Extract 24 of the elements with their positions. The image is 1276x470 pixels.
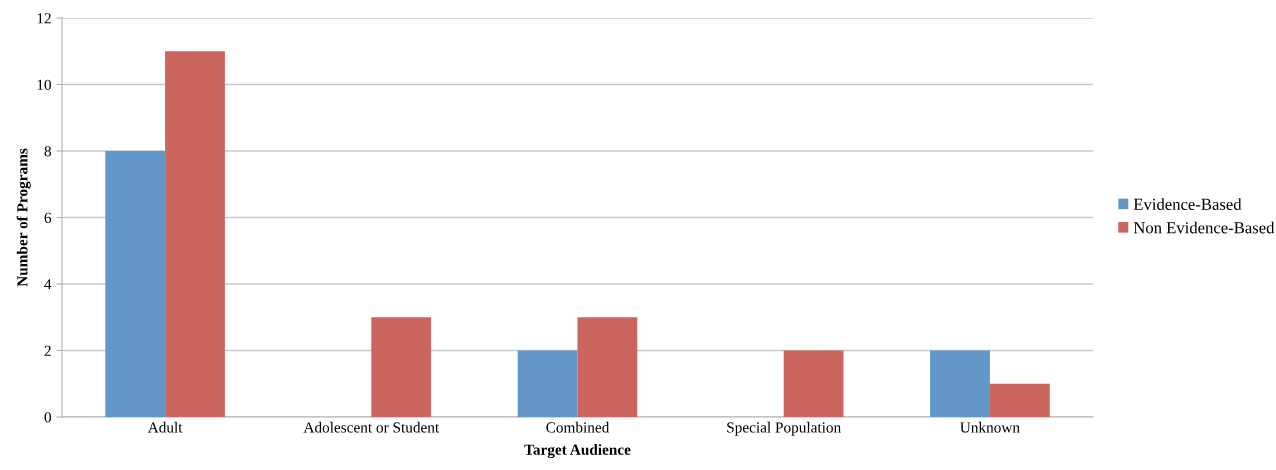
y-tick-label: 12	[37, 13, 51, 24]
y-tick-label: 0	[44, 412, 51, 423]
bar	[371, 317, 432, 417]
y-axis-title: Number of Programs	[16, 148, 31, 287]
y-tick-label: 2	[44, 345, 51, 356]
bar	[105, 151, 166, 417]
x-tick-label: Adolescent or Student	[303, 421, 440, 433]
y-tick-label: 8	[44, 146, 51, 157]
y-tick-label: 10	[37, 79, 51, 90]
x-tick-label: Special Population	[727, 421, 841, 436]
bar	[930, 350, 990, 417]
y-tick-label: 6	[44, 212, 52, 223]
legend-label: Evidence-Based	[1133, 198, 1242, 210]
legend-label: Non Evidence-Based	[1133, 221, 1275, 234]
bar	[783, 350, 844, 417]
bar	[517, 350, 578, 417]
x-axis-title: Target Audience	[524, 444, 631, 459]
x-tick-label: Unknown	[960, 421, 1020, 433]
bar	[577, 317, 638, 417]
bar	[989, 383, 1050, 417]
y-tick-label: 4	[44, 279, 52, 290]
x-tick-label: Adult	[147, 421, 183, 433]
bar	[165, 51, 225, 417]
x-tick-label: Combined	[546, 421, 610, 433]
